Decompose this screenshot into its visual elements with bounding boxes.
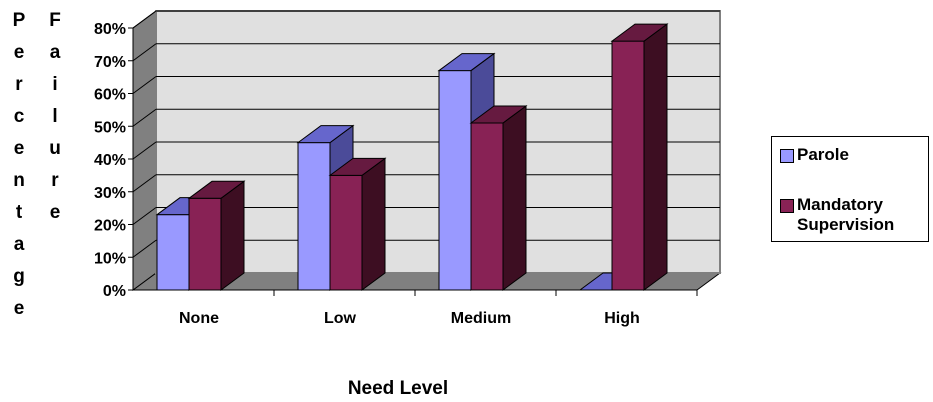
bar-front xyxy=(438,70,472,291)
y-tick-label: 10% xyxy=(94,250,126,267)
legend-item-mandatory-supervision: Mandatory Supervision xyxy=(780,195,927,235)
x-tick-label: Low xyxy=(324,310,357,327)
gridline-side xyxy=(132,108,157,127)
bar-side xyxy=(502,104,527,291)
legend-label-parole: Parole xyxy=(797,145,849,164)
y-label-letter: e xyxy=(14,42,25,63)
gridline-side xyxy=(132,141,157,160)
y-label-letter: a xyxy=(14,234,25,255)
y-label-letter: P xyxy=(13,10,26,31)
axes xyxy=(128,27,698,296)
bar-top xyxy=(610,23,669,42)
gridline-side xyxy=(132,10,157,29)
bar-front xyxy=(329,174,363,291)
bar-top xyxy=(328,157,387,176)
bar-side xyxy=(361,157,386,291)
bar-mandatory-supervision-none xyxy=(187,180,246,291)
y-label-letter: e xyxy=(14,298,25,319)
x-tick-label: Medium xyxy=(451,310,511,327)
bar-front xyxy=(156,214,190,291)
y-tick-labels: 0% 10% 20% 30% 40% 50% 60% 70% 80% xyxy=(94,21,126,300)
legend-swatch-parole xyxy=(780,149,794,163)
y-label-letter: r xyxy=(51,170,59,191)
y-label-letter: e xyxy=(50,202,61,223)
y-label-letter: n xyxy=(13,170,25,191)
legend-swatch-mandatory-supervision xyxy=(780,199,794,213)
bar-mandatory-supervision-high xyxy=(610,23,669,291)
bar-top xyxy=(187,180,246,199)
bar-mandatory-supervision-medium xyxy=(469,104,528,291)
gridline-side xyxy=(132,43,157,62)
bar-side xyxy=(220,180,245,291)
legend-item-parole: Parole xyxy=(780,145,927,165)
y-label-letter: c xyxy=(14,106,25,127)
y-label-letter: a xyxy=(50,42,61,63)
y-tick-label: 60% xyxy=(94,87,126,104)
legend: Parole Mandatory Supervision xyxy=(771,136,929,242)
y-label-letter: i xyxy=(52,74,57,95)
gridline-side xyxy=(132,76,157,94)
y-tick-label: 40% xyxy=(94,152,126,169)
x-tick-labels: None Low Medium High xyxy=(179,310,640,327)
gridline-side xyxy=(132,239,157,258)
y-tick-label: 80% xyxy=(94,21,126,38)
y-tick-label: 20% xyxy=(94,218,126,235)
bar-mandatory-supervision-low xyxy=(328,157,387,291)
bar-side xyxy=(643,23,668,291)
gridline-side xyxy=(132,174,157,193)
y-label-letter: r xyxy=(15,74,23,95)
y-label-letter: l xyxy=(52,106,57,127)
y-label-letter: t xyxy=(16,202,23,223)
bars xyxy=(155,23,669,291)
y-label-letter: F xyxy=(49,10,61,31)
x-axis-label: Need Level xyxy=(348,378,448,399)
bar-front xyxy=(470,122,504,291)
legend-label-mandatory-supervision: Mandatory Supervision xyxy=(797,195,895,234)
bar-front xyxy=(188,197,222,291)
y-label-letter: e xyxy=(14,138,25,159)
bar-top xyxy=(437,53,496,72)
bar-top xyxy=(469,105,528,124)
y-label-letter: g xyxy=(13,266,25,287)
bar-front xyxy=(611,40,645,291)
x-tick-label: None xyxy=(179,310,219,327)
bar-front xyxy=(297,142,331,291)
y-tick-label: 50% xyxy=(94,119,126,136)
bar-top xyxy=(296,125,355,144)
y-tick-label: 30% xyxy=(94,185,126,202)
y-tick-label: 0% xyxy=(103,283,126,300)
y-tick-label: 70% xyxy=(94,54,126,71)
y-label-letter: u xyxy=(49,138,61,159)
x-tick-label: High xyxy=(604,310,640,327)
gridline-side xyxy=(132,207,157,225)
